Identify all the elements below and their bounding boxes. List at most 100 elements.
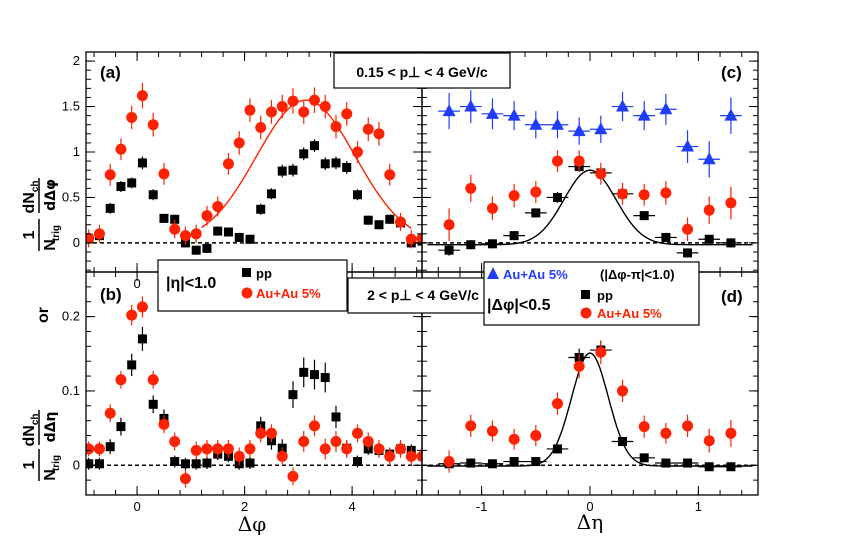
data-point-circle [351,427,363,439]
x-axis-title-deta: Δη [577,510,603,534]
ylabel-one-upper: 1 [21,460,38,469]
data-point-circle [405,450,417,462]
series-triangle [438,90,742,178]
legend-left-cut: |η|<1.0 [166,275,216,292]
data-point-square [266,189,276,199]
data-point-square [661,232,671,242]
data-point-square [105,203,115,213]
data-point-circle [595,346,607,358]
data-point-circle [147,119,159,131]
data-point-square [352,457,362,467]
data-point-circle [703,204,715,216]
legend-right-blue-label: Au+Au 5% [503,267,568,282]
data-point-circle [384,450,396,462]
data-point-square [363,215,373,225]
data-point-circle [465,182,477,194]
y-tick-label: 1.5 [62,99,80,114]
data-point-circle [617,385,629,397]
data-point-circle [222,158,234,170]
data-point-circle [298,106,310,118]
data-point-triangle [550,117,564,130]
data-point-circle [551,398,563,410]
data-point-square [509,457,519,467]
data-point-square [116,422,126,432]
y-axis-title: 1 N trig dNch dΔη or 1 N trig dNch dΔφ [21,178,62,481]
data-point-square [256,204,266,214]
data-point-triangle [681,139,695,152]
data-point-square [352,190,362,200]
legend-right-pp-label: pp [597,288,613,303]
x-tick-label: 1 [695,499,702,514]
data-point-circle [201,443,213,455]
panel-3: 0 2 4 0 0.1 0.2 (b) [62,271,423,514]
data-point-square [531,457,541,467]
x-tick-label: -1 [476,499,488,514]
data-point-circle [126,111,138,123]
gaussian-fit-curve [427,352,753,467]
data-point-circle [308,94,320,106]
panel-label: (d) [721,287,743,306]
data-point-circle [551,155,563,167]
legend-left: |η|<1.0 pp Au+Au 5% [157,259,348,312]
series-circle [86,82,422,249]
data-point-circle [86,232,95,244]
data-point-circle [486,425,498,437]
data-point-circle [115,374,127,386]
legend-left-pp-marker [242,268,251,277]
ylabel-or: or [35,307,52,323]
ylabel-n-lower: N [42,239,59,251]
data-point-circle [233,137,245,149]
data-point-triangle [702,152,716,165]
data-point-square [466,458,476,468]
data-point-square [320,373,330,383]
data-point-square [331,412,341,422]
data-point-square [466,240,476,250]
data-point-circle [682,223,694,235]
series-circle [443,150,737,242]
data-point-square [531,208,541,218]
series-circle [86,296,422,488]
data-point-square [180,459,190,469]
data-point-square [213,226,223,236]
data-point-circle [405,233,417,245]
data-point-square [245,458,255,468]
data-point-square [288,390,298,400]
data-point-circle [233,450,245,462]
legend-right-auau-marker [580,307,592,319]
panel-label: (c) [721,63,742,82]
y-tick-label: 0.2 [62,309,80,324]
data-point-square [704,462,714,472]
data-point-circle [276,101,288,113]
data-point-triangle [594,122,608,135]
data-point-square [277,166,287,176]
data-point-circle [530,186,542,198]
data-point-square [170,457,180,467]
data-point-circle [573,155,585,167]
data-point-square [148,399,158,409]
data-point-circle [530,430,542,442]
data-point-square [202,243,212,253]
gaussian-fit-curve [201,99,412,229]
data-point-circle [319,443,331,455]
ylabel-deta: dΔη [43,412,59,443]
y-tick-label: 2 [73,53,80,68]
data-point-square [639,453,649,463]
data-point-square [726,238,736,248]
data-point-circle [212,201,224,213]
panel-2: (c) [421,51,759,273]
data-point-square [320,159,330,169]
data-point-circle [660,187,672,199]
data-point-square [127,360,137,370]
data-point-square [487,239,497,249]
x-tick-label: 4 [348,499,355,514]
y-tick-label: 0.1 [62,383,80,398]
ylabel-trig-upper: trig [51,455,62,471]
data-point-square [245,234,255,244]
data-point-square [191,459,201,469]
data-point-square [299,367,309,377]
data-point-circle [287,470,299,482]
data-point-circle [394,443,406,455]
data-point-circle [394,216,406,228]
legend-right-pp-marker [581,290,590,299]
